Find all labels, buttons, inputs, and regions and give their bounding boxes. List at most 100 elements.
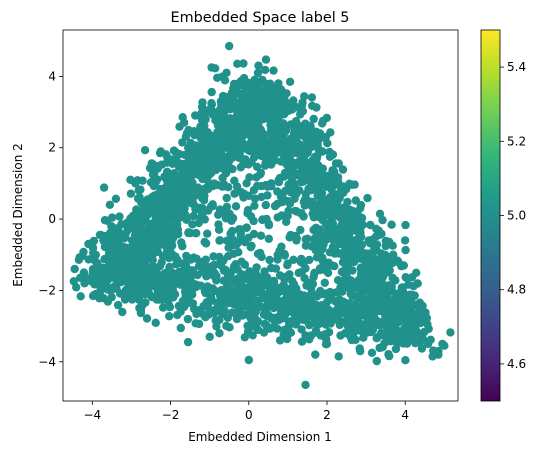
scatter-point [307, 93, 317, 102]
scatter-point [147, 254, 157, 263]
scatter-point [343, 262, 352, 271]
scatter-point [168, 287, 177, 296]
scatter-point [375, 281, 384, 290]
scatter-point [318, 290, 327, 299]
scatter-point [253, 68, 263, 78]
scatter-point [237, 95, 246, 104]
scatter-point [417, 344, 427, 353]
scatter-point [312, 223, 321, 233]
scatter-point [356, 346, 365, 356]
scatter-point [381, 265, 391, 275]
scatter-point [401, 291, 411, 300]
scatter-point [194, 218, 203, 228]
scatter-point [333, 276, 343, 285]
scatter-point [277, 242, 286, 251]
scatter-point [142, 314, 152, 323]
scatter-point [148, 164, 158, 174]
scatter-point [368, 313, 377, 322]
scatter-point [240, 189, 249, 199]
scatter-point [296, 225, 305, 235]
scatter-point [165, 312, 174, 321]
scatter-point [240, 289, 249, 298]
scatter-point [111, 194, 121, 203]
scatter-point [313, 191, 322, 200]
scatter-point [328, 166, 337, 175]
scatter-point [251, 115, 260, 124]
scatter-point [312, 312, 321, 321]
colorbar-ticks: 4.6 4.8 5.0 5.2 5.4 [500, 60, 526, 371]
scatter-point [146, 178, 156, 187]
scatter-point [294, 128, 303, 137]
scatter-point [254, 61, 263, 70]
scatter-point [344, 229, 354, 238]
scatter-point [367, 348, 377, 357]
scatter-point [299, 197, 309, 207]
scatter-point [297, 175, 307, 184]
scatter-point [340, 275, 349, 285]
scatter-point [338, 165, 348, 174]
scatter-point [347, 301, 356, 310]
scatter-point [359, 281, 368, 291]
scatter-point [312, 103, 321, 112]
scatter-point [267, 114, 276, 123]
scatter-point [232, 134, 241, 143]
scatter-point [357, 311, 366, 320]
scatter-point [316, 207, 326, 216]
scatter-point [302, 146, 311, 155]
scatter-point [252, 162, 262, 171]
scatter-point [206, 104, 216, 113]
scatter-point [121, 285, 131, 295]
scatter-point [107, 292, 116, 302]
scatter-point [304, 280, 313, 290]
scatter-point [180, 180, 189, 189]
scatter-point [340, 329, 350, 338]
scatter-point [154, 212, 164, 221]
scatter-point [274, 177, 284, 187]
scatter-point [163, 296, 173, 305]
scatter-point [249, 216, 258, 226]
scatter-point [399, 261, 408, 270]
scatter-point [155, 262, 165, 271]
scatter-point [310, 269, 319, 278]
scatter-point [350, 216, 359, 225]
scatter-point [309, 114, 318, 124]
scatter-point [88, 265, 98, 274]
x-tick-label: 4 [401, 408, 409, 422]
scatter-point [256, 231, 266, 240]
scatter-point [199, 310, 209, 320]
x-tick-label: −2 [162, 408, 180, 422]
scatter-point [242, 179, 251, 188]
scatter-point [253, 317, 263, 326]
scatter-point [335, 249, 344, 258]
scatter-point [262, 79, 271, 89]
scatter-point [434, 346, 443, 356]
scatter-point [249, 288, 259, 297]
scatter-point [286, 188, 296, 197]
scatter-point [317, 301, 326, 310]
scatter-point [178, 242, 187, 251]
scatter-point [297, 267, 306, 277]
scatter-point [215, 236, 225, 245]
scatter-point [170, 169, 179, 178]
scatter-point [154, 295, 164, 304]
scatter-point [148, 266, 157, 276]
scatter-point [328, 235, 337, 244]
scatter-point [184, 228, 193, 237]
scatter-point [99, 183, 109, 192]
scatter-point [318, 244, 327, 254]
scatter-point [342, 239, 351, 248]
scatter-point [260, 130, 269, 139]
scatter-point [112, 250, 121, 259]
x-axis-label: Embedded Dimension 1 [188, 430, 332, 444]
scatter-point [243, 145, 252, 154]
scatter-point [360, 321, 369, 331]
scatter-point [192, 158, 201, 167]
scatter-point [286, 100, 296, 109]
scatter-point [426, 335, 435, 344]
scatter-point [84, 239, 93, 249]
scatter-point [330, 204, 339, 213]
y-tick-label: 4 [48, 69, 56, 83]
scatter-point [96, 230, 106, 240]
scatter-point [138, 176, 147, 185]
scatter-point [381, 257, 390, 266]
